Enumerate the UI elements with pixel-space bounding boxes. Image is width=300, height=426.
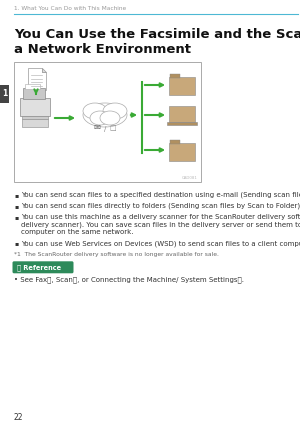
Text: You can send scan files directly to folders (Sending scan files by Scan to Folde: You can send scan files directly to fold… — [21, 203, 300, 209]
FancyBboxPatch shape — [22, 119, 48, 127]
Text: computer on the same network.: computer on the same network. — [21, 229, 134, 235]
Text: ▪: ▪ — [14, 241, 18, 246]
Text: /: / — [104, 126, 106, 132]
Ellipse shape — [83, 103, 127, 127]
Text: ▪: ▪ — [14, 215, 18, 219]
Text: 1: 1 — [2, 89, 7, 98]
FancyBboxPatch shape — [14, 62, 201, 182]
Text: You Can Use the Facsimile and the Scanner in: You Can Use the Facsimile and the Scanne… — [14, 28, 300, 41]
Text: ⓘ Reference: ⓘ Reference — [17, 264, 61, 271]
FancyBboxPatch shape — [169, 77, 195, 95]
Polygon shape — [42, 68, 46, 72]
Text: ▪: ▪ — [14, 204, 18, 209]
Ellipse shape — [103, 103, 127, 119]
FancyBboxPatch shape — [170, 140, 180, 144]
Text: delivery scanner). You can save scan files in the delivery server or send them t: delivery scanner). You can save scan fil… — [21, 222, 300, 228]
FancyBboxPatch shape — [20, 98, 50, 116]
Text: *1  The ScanRouter delivery software is no longer available for sale.: *1 The ScanRouter delivery software is n… — [14, 252, 219, 257]
Text: • See Faxⓓ, Scanⓓ, or Connecting the Machine/ System Settingsⓓ.: • See Faxⓓ, Scanⓓ, or Connecting the Mac… — [14, 277, 244, 283]
FancyBboxPatch shape — [169, 106, 195, 122]
FancyBboxPatch shape — [23, 88, 45, 99]
Ellipse shape — [83, 103, 107, 119]
Text: ▪: ▪ — [14, 193, 18, 198]
FancyBboxPatch shape — [167, 122, 197, 125]
Text: ✉: ✉ — [94, 123, 100, 132]
Ellipse shape — [90, 111, 110, 125]
Polygon shape — [28, 68, 46, 90]
FancyBboxPatch shape — [13, 261, 74, 273]
Text: CAD081: CAD081 — [182, 176, 198, 180]
FancyBboxPatch shape — [169, 143, 195, 161]
FancyBboxPatch shape — [25, 84, 40, 89]
FancyBboxPatch shape — [22, 116, 48, 119]
Text: a Network Environment: a Network Environment — [14, 43, 191, 56]
Ellipse shape — [100, 111, 120, 125]
Text: □: □ — [110, 125, 116, 131]
Text: You can use this machine as a delivery scanner for the ScanRouter delivery softw: You can use this machine as a delivery s… — [21, 213, 300, 220]
Text: 1. What You Can Do with This Machine: 1. What You Can Do with This Machine — [14, 6, 126, 11]
Text: You can send scan files to a specified destination using e-mail (Sending scan fi: You can send scan files to a specified d… — [21, 192, 300, 199]
Text: 22: 22 — [14, 413, 23, 422]
FancyBboxPatch shape — [0, 85, 9, 103]
FancyBboxPatch shape — [170, 74, 180, 78]
Text: You can use Web Services on Devices (WSD) to send scan files to a client compute: You can use Web Services on Devices (WSD… — [21, 240, 300, 247]
